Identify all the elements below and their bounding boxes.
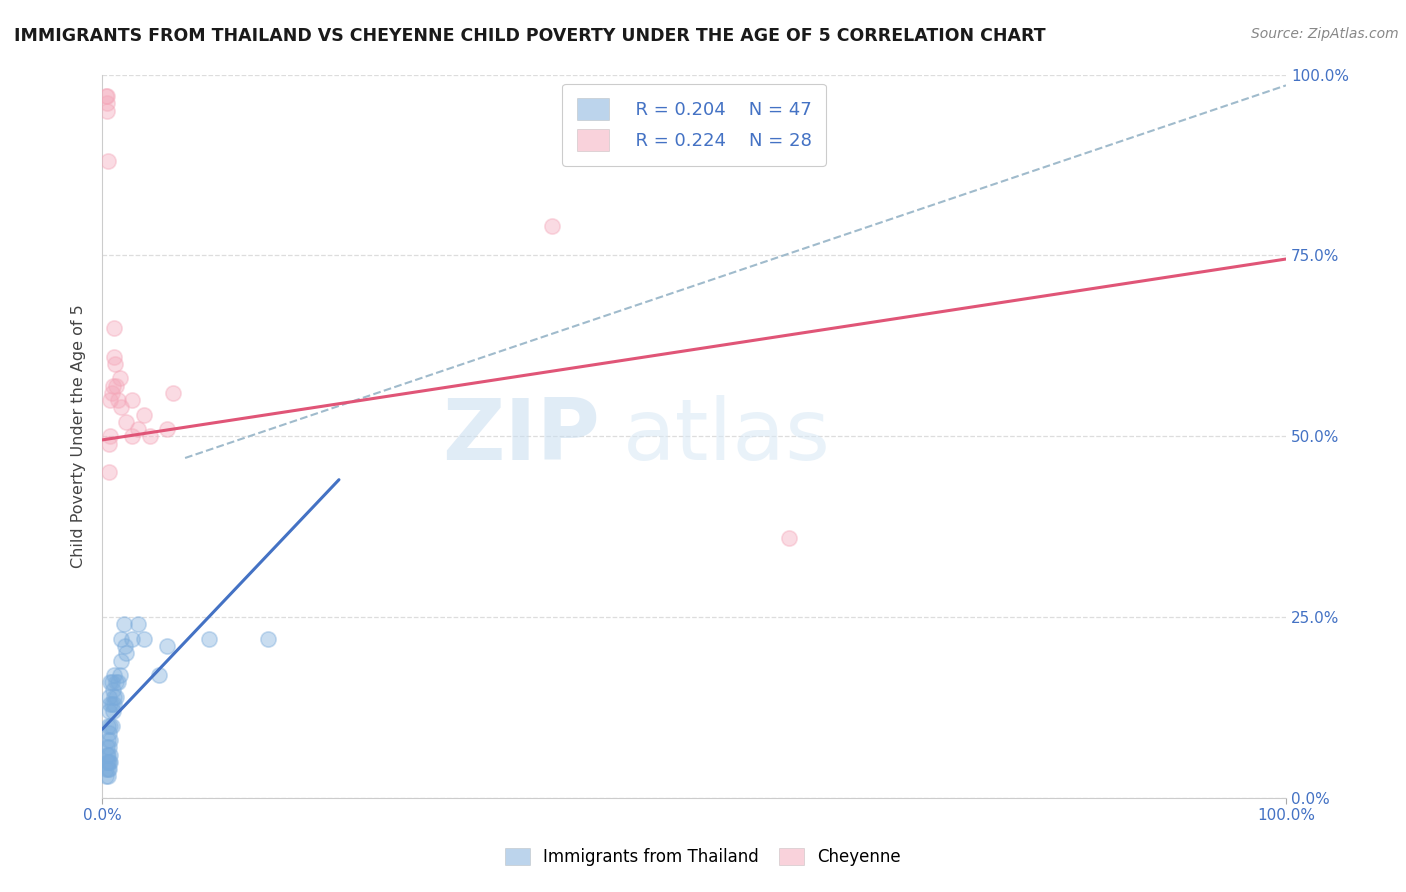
Point [100,697,122,711]
Point [98,762,121,776]
Point [94,762,117,776]
Text: IMMIGRANTS FROM THAILAND VS CHEYENNE CHILD POVERTY UNDER THE AGE OF 5 CORRELATIO: IMMIGRANTS FROM THAILAND VS CHEYENNE CHI… [14,27,1046,45]
Point [104,357,127,371]
Point [97,769,120,783]
Point [105,675,128,690]
Point [97,719,120,733]
Point [94,89,117,103]
Point [103,690,125,704]
Point [101,704,124,718]
Text: Source: ZipAtlas.com: Source: ZipAtlas.com [1251,27,1399,41]
Point [98,740,121,755]
Point [103,350,125,364]
Point [98,690,121,704]
Point [121,429,143,443]
Point [112,617,135,632]
Point [127,617,149,632]
Point [100,675,122,690]
Y-axis label: Child Poverty Under the Age of 5: Child Poverty Under the Age of 5 [72,304,86,568]
Point [108,668,131,682]
Point [197,632,219,646]
Point [96,89,118,103]
Point [96,103,118,118]
Point [103,697,125,711]
Point [778,531,800,545]
Point [110,401,132,415]
Point [96,740,118,755]
Point [148,668,170,682]
Text: atlas: atlas [623,395,831,478]
Point [98,726,121,740]
Point [100,429,122,443]
Point [103,668,125,682]
Point [100,697,122,711]
Point [114,639,136,653]
Legend:   R = 0.204    N = 47,   R = 0.224    N = 28: R = 0.204 N = 47, R = 0.224 N = 28 [562,84,825,166]
Point [97,747,120,762]
Point [101,378,124,392]
Point [97,733,120,747]
Point [96,96,118,111]
Point [541,219,564,234]
Point [162,385,184,400]
Point [105,378,128,392]
Point [100,755,122,769]
Point [98,704,121,718]
Legend: Immigrants from Thailand, Cheyenne: Immigrants from Thailand, Cheyenne [496,840,910,875]
Point [100,393,122,408]
Point [100,733,122,747]
Point [100,385,122,400]
Point [100,719,122,733]
Point [127,422,149,436]
Point [103,320,125,334]
Point [257,632,280,646]
Point [97,755,120,769]
Point [98,755,121,769]
Point [110,632,132,646]
Point [98,466,121,480]
Point [100,747,122,762]
Point [94,769,117,783]
Point [115,646,138,660]
Point [110,654,132,668]
Point [101,682,124,697]
Point [121,393,143,408]
Point [132,408,155,422]
Text: ZIP: ZIP [441,395,599,478]
Point [138,429,160,443]
Point [108,371,131,385]
Point [105,690,128,704]
Point [97,154,120,169]
Point [98,436,121,450]
Point [97,762,120,776]
Point [96,755,118,769]
Point [121,632,143,646]
Point [107,675,129,690]
Point [115,415,138,429]
Point [156,422,179,436]
Point [100,719,122,733]
Point [132,632,155,646]
Point [107,393,129,408]
Point [96,747,118,762]
Point [100,675,122,690]
Point [156,639,179,653]
